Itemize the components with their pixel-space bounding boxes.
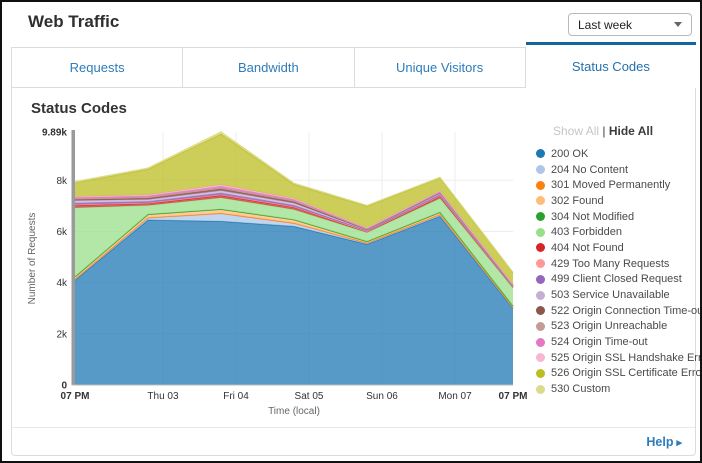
legend-item[interactable]: 503 Service Unavailable bbox=[536, 287, 694, 303]
legend-color-dot bbox=[536, 227, 545, 237]
legend-color-dot bbox=[536, 274, 545, 284]
svg-text:Time (local): Time (local) bbox=[268, 406, 320, 417]
svg-text:Thu 03: Thu 03 bbox=[147, 391, 179, 402]
legend-item-label: 524 Origin Time-out bbox=[551, 336, 648, 349]
period-select[interactable]: Last week bbox=[568, 13, 692, 36]
legend-color-dot bbox=[536, 259, 545, 269]
help-arrow-icon: ▸ bbox=[676, 436, 682, 449]
legend-color-dot bbox=[536, 353, 545, 363]
svg-text:8k: 8k bbox=[56, 176, 68, 187]
legend-item[interactable]: 302 Found bbox=[536, 193, 694, 209]
legend-item[interactable]: 523 Origin Unreachable bbox=[536, 319, 694, 335]
help-label: Help bbox=[646, 434, 674, 449]
legend-item-label: 200 OK bbox=[551, 147, 589, 160]
svg-text:9.89k: 9.89k bbox=[42, 128, 67, 139]
legend-item[interactable]: 499 Client Closed Request bbox=[536, 272, 694, 288]
legend-item[interactable]: 301 Moved Permanently bbox=[536, 177, 694, 193]
legend-item[interactable]: 404 Not Found bbox=[536, 240, 694, 256]
legend-color-dot bbox=[536, 165, 545, 175]
chevron-down-icon bbox=[674, 22, 682, 27]
legend-item-label: 301 Moved Permanently bbox=[551, 179, 671, 192]
hide-all-button[interactable]: Hide All bbox=[608, 124, 654, 138]
help-link[interactable]: Help ▸ bbox=[646, 435, 682, 449]
tab-requests[interactable]: Requests bbox=[11, 47, 184, 88]
panel-title: Status Codes bbox=[31, 100, 127, 117]
legend-color-dot bbox=[536, 337, 545, 347]
legend-item-label: 403 Forbidden bbox=[551, 226, 622, 239]
tab-unique-visitors[interactable]: Unique Visitors bbox=[354, 47, 526, 88]
svg-text:Number of Requests: Number of Requests bbox=[27, 213, 38, 305]
legend-item[interactable]: 530 Custom bbox=[536, 381, 694, 397]
legend-item[interactable]: 429 Too Many Requests bbox=[536, 256, 694, 272]
svg-text:2k: 2k bbox=[56, 329, 68, 340]
legend-color-dot bbox=[536, 290, 545, 300]
legend-item[interactable]: 526 Origin SSL Certificate Error bbox=[536, 366, 700, 382]
legend-item-label: 304 Not Modified bbox=[551, 210, 635, 223]
period-select-value: Last week bbox=[578, 17, 633, 32]
show-all-button[interactable]: Show All bbox=[553, 124, 600, 138]
svg-text:4k: 4k bbox=[56, 278, 68, 289]
svg-text:Sun 06: Sun 06 bbox=[366, 391, 398, 402]
legend-color-dot bbox=[536, 368, 545, 378]
legend-item[interactable]: 522 Origin Connection Time-out bbox=[536, 303, 700, 319]
svg-text:07 PM: 07 PM bbox=[61, 391, 90, 402]
legend-separator: | bbox=[602, 124, 606, 138]
legend-item-label: 499 Client Closed Request bbox=[551, 273, 682, 286]
legend-color-dot bbox=[536, 306, 545, 316]
panel-footer: Help ▸ bbox=[12, 427, 695, 455]
legend-color-dot bbox=[536, 212, 545, 222]
legend-color-dot bbox=[536, 321, 545, 331]
tab-bar: Requests Bandwidth Unique Visitors Status C… bbox=[11, 42, 696, 88]
legend-item-label: 523 Origin Unreachable bbox=[551, 320, 668, 333]
legend-item-label: 525 Origin SSL Handshake Error bbox=[551, 351, 702, 364]
legend-color-dot bbox=[536, 196, 545, 206]
chart-legend: Show All | Hide All 200 OK 204 No Content… bbox=[536, 124, 700, 397]
legend-color-dot bbox=[536, 243, 545, 253]
tab-status-codes[interactable]: Status Codes bbox=[525, 42, 696, 88]
tab-bandwidth[interactable]: Bandwidth bbox=[183, 47, 355, 88]
svg-text:Fri 04: Fri 04 bbox=[223, 391, 249, 402]
svg-text:0: 0 bbox=[61, 381, 67, 392]
legend-item[interactable]: 525 Origin SSL Handshake Error bbox=[536, 350, 700, 366]
legend-color-dot bbox=[536, 149, 545, 159]
legend-item[interactable]: 403 Forbidden bbox=[536, 224, 694, 240]
legend-color-dot bbox=[536, 384, 545, 394]
legend-color-dot bbox=[536, 180, 545, 190]
legend-item[interactable]: 204 No Content bbox=[536, 162, 694, 178]
page-title: Web Traffic bbox=[28, 12, 120, 31]
legend-item-label: 404 Not Found bbox=[551, 241, 624, 254]
svg-text:6k: 6k bbox=[56, 227, 68, 238]
legend-item-label: 526 Origin SSL Certificate Error bbox=[551, 367, 702, 380]
status-codes-panel: Status Codes 0 2k 4k 6k 8k 9.89k 07 PM Thu 03 Fr… bbox=[11, 88, 700, 456]
legend-item-label: 204 No Content bbox=[551, 163, 629, 176]
legend-item[interactable]: 200 OK bbox=[536, 146, 694, 162]
status-codes-stacked-area-chart[interactable]: 0 2k 4k 6k 8k 9.89k 07 PM Thu 03 Fri 04 Sat 05 Sun… bbox=[14, 118, 542, 426]
legend-item-label: 302 Found bbox=[551, 194, 604, 207]
legend-item[interactable]: 524 Origin Time-out bbox=[536, 334, 694, 350]
legend-item-label: 530 Custom bbox=[551, 383, 611, 396]
legend-item-label: 522 Origin Connection Time-out bbox=[551, 304, 702, 317]
legend-item[interactable]: 304 Not Modified bbox=[536, 209, 694, 225]
legend-controls: Show All | Hide All bbox=[553, 124, 694, 138]
legend-item-label: 503 Service Unavailable bbox=[551, 289, 670, 302]
svg-text:Mon 07: Mon 07 bbox=[438, 391, 472, 402]
legend-item-label: 429 Too Many Requests bbox=[551, 257, 670, 270]
svg-text:07 PM: 07 PM bbox=[499, 391, 528, 402]
svg-text:Sat 05: Sat 05 bbox=[295, 391, 324, 402]
legend-list: 200 OK 204 No Content 301 Moved Permanentl… bbox=[536, 146, 700, 397]
